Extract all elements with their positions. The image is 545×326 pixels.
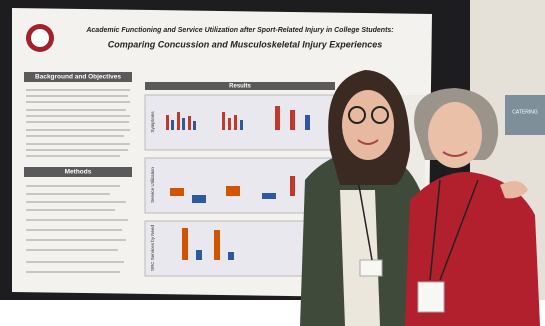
face <box>342 90 394 160</box>
sign-board <box>505 95 545 135</box>
section-header <box>24 72 132 82</box>
section-title: Results <box>229 84 251 90</box>
poster-title: Academic Functioning and Service Utiliza… <box>85 27 393 34</box>
result-panel <box>144 157 336 214</box>
section-header <box>24 167 132 177</box>
poster-logo-inner <box>31 29 49 47</box>
lanyard <box>439 179 479 281</box>
glasses <box>371 106 389 124</box>
face <box>428 102 482 168</box>
name-badge <box>417 281 445 313</box>
light-top <box>340 190 380 326</box>
smile <box>442 151 468 157</box>
panel-label: Service Utilization <box>150 167 155 203</box>
poster-title: Comparing Concussion and Musculoskeletal… <box>108 39 383 49</box>
section-title: Methods <box>65 169 92 176</box>
lanyard <box>429 179 441 281</box>
sign-text: CATERING <box>512 109 538 115</box>
section-header <box>145 82 335 90</box>
lanyard <box>357 179 373 261</box>
name-badge <box>359 259 383 277</box>
section-title: Background and Objectives <box>35 74 121 81</box>
panel-label: Symptoms <box>150 111 155 133</box>
glasses <box>348 106 366 124</box>
poster-body-text <box>26 89 130 273</box>
hand <box>500 181 528 199</box>
poster-figure-bars <box>166 106 310 260</box>
panel-label: SRC Services by Need <box>150 225 155 272</box>
smile <box>357 139 379 145</box>
